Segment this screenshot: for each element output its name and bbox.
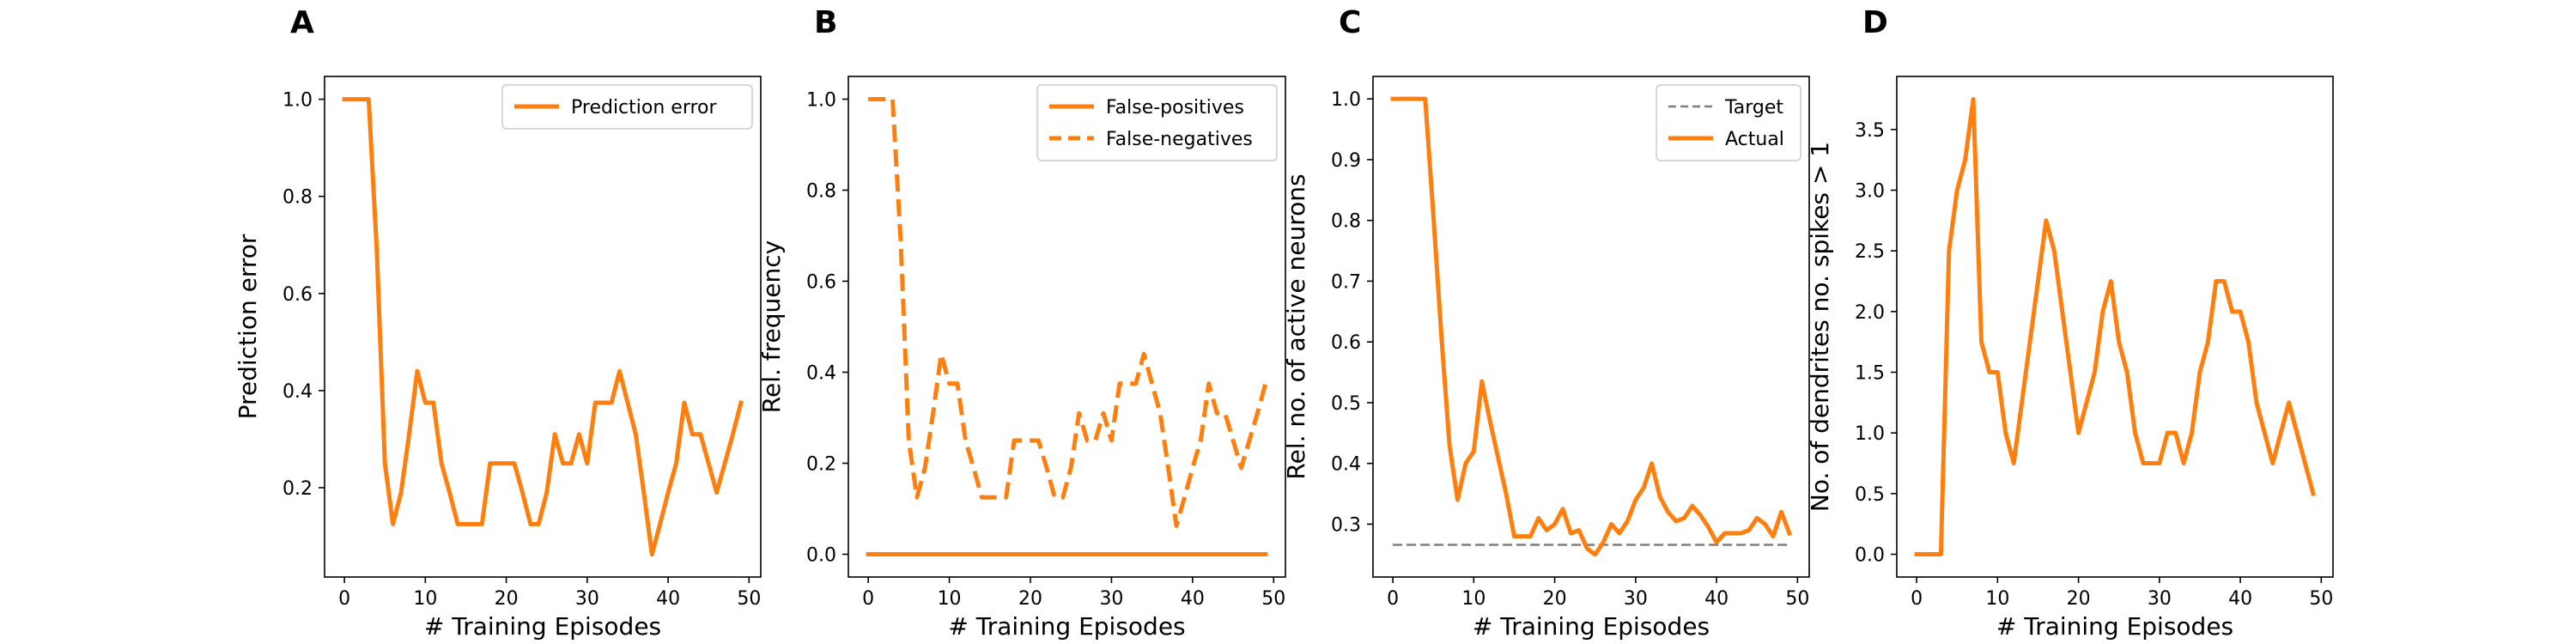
y-tick-label: 0.8: [1331, 211, 1361, 233]
x-tick-label: 40: [1704, 588, 1728, 610]
y-tick-label: 1.5: [1855, 363, 1885, 385]
y-tick-label: 0.6: [806, 272, 836, 294]
x-axis-label: # Training Episodes: [424, 612, 661, 641]
y-tick-label: 0.4: [283, 381, 313, 403]
series-line-actual: [1390, 96, 1793, 557]
x-axis-label: # Training Episodes: [1473, 612, 1710, 641]
y-tick-label: 1.0: [806, 90, 836, 112]
panel-d: D 0 10 20 30 40 50 0.0 0.5 1.0 1.5 2.0 2.5 3.0 3.5 # Tr…: [1806, 5, 2334, 641]
panel-letter: B: [814, 5, 837, 40]
x-tick-label: 50: [1785, 588, 1809, 610]
x-tick-label: 40: [656, 588, 680, 610]
legend: False-positives False-negatives: [1036, 84, 1278, 161]
y-tick-label: 0.8: [806, 181, 836, 203]
x-tick-label: 20: [495, 588, 519, 610]
panel-letter: C: [1339, 5, 1361, 40]
x-axis-label: # Training Episodes: [1996, 612, 2233, 641]
panel-letter: D: [1862, 5, 1888, 40]
legend: Prediction error: [501, 84, 753, 130]
y-tick-label: 3.5: [1855, 120, 1885, 142]
x-tick-label: 0: [862, 588, 874, 610]
y-tick-label: 1.0: [1331, 89, 1361, 111]
y-tick-label: 0.2: [283, 478, 313, 500]
y-tick-label: 0.4: [806, 363, 836, 385]
y-tick-label: 0.6: [283, 284, 313, 306]
y-tick-label: 0.2: [806, 454, 836, 476]
y-tick-label: 0.5: [1855, 484, 1885, 506]
series-line-values: [1914, 97, 2316, 556]
y-tick-label: 2.0: [1855, 302, 1885, 324]
panel-a: A 0 10 20 30 40 50 0.2 0.4 0.6 0.8 1.0 # Training Ep…: [234, 5, 762, 641]
legend: Target Actual: [1656, 84, 1801, 161]
x-tick-label: 0: [1911, 588, 1923, 610]
legend-box: [501, 84, 753, 130]
y-tick-label: 1.0: [1855, 423, 1885, 445]
legend-label: Target: [1724, 97, 1783, 118]
x-tick-label: 50: [2309, 588, 2333, 610]
panel-b: B 0 10 20 30 40 50 0.0 0.2 0.4 0.6 0.8 1.0 # Training…: [757, 5, 1286, 641]
series-line-prediction-error: [342, 97, 744, 557]
y-axis-label: Prediction error: [234, 234, 262, 419]
y-tick-label: 0.0: [1855, 545, 1885, 567]
legend-label: Prediction error: [571, 97, 717, 118]
y-tick-label: 1.0: [283, 90, 313, 112]
x-tick-label: 30: [2148, 588, 2172, 610]
x-tick-label: 10: [413, 588, 437, 610]
x-tick-label: 30: [575, 588, 599, 610]
series-line-false-negatives: [868, 97, 1268, 528]
y-tick-label: 0.7: [1331, 271, 1361, 293]
y-tick-label: 0.9: [1331, 150, 1361, 172]
x-tick-label: 20: [2067, 588, 2091, 610]
plot-frame: [848, 76, 1286, 578]
x-tick-label: 50: [1261, 588, 1285, 610]
legend-label: False-negatives: [1106, 129, 1253, 150]
panel-letter: A: [290, 5, 314, 40]
x-tick-label: 40: [1181, 588, 1205, 610]
y-tick-label: 0.5: [1331, 393, 1361, 415]
y-tick-label: 2.5: [1855, 241, 1885, 263]
x-tick-label: 50: [737, 588, 761, 610]
x-tick-label: 40: [2228, 588, 2252, 610]
x-tick-label: 10: [1985, 588, 2009, 610]
y-tick-label: 0.6: [1331, 332, 1361, 354]
x-tick-label: 10: [1461, 588, 1485, 610]
y-axis-label: Rel. frequency: [757, 240, 786, 413]
plot-frame: [1896, 76, 2334, 578]
x-tick-label: 20: [1018, 588, 1042, 610]
y-tick-label: 0.8: [283, 187, 313, 209]
y-tick-label: 0.3: [1331, 514, 1361, 536]
legend-label: Actual: [1725, 129, 1784, 150]
plot-frame: [324, 76, 762, 578]
y-axis-label: No. of dendrites no. spikes > 1: [1806, 142, 1834, 512]
y-axis-label: Rel. no. of active neurons: [1282, 173, 1310, 479]
legend-label: False-positives: [1106, 97, 1244, 118]
x-tick-label: 20: [1543, 588, 1567, 610]
legend-box: [1656, 84, 1801, 161]
legend-box: [1036, 84, 1278, 161]
x-tick-label: 30: [1099, 588, 1123, 610]
panel-c: C 0 10 20 30 40 50 0.3 0.4 0.5 0.6 0.7 0.8 0.9 1.0 # Tr…: [1282, 5, 1810, 641]
x-tick-label: 10: [938, 588, 962, 610]
x-tick-label: 0: [338, 588, 350, 610]
plot-frame: [1372, 76, 1810, 578]
y-tick-label: 0.4: [1331, 454, 1361, 476]
y-tick-label: 0.0: [806, 545, 836, 567]
x-axis-label: # Training Episodes: [948, 612, 1185, 641]
y-tick-label: 3.0: [1855, 181, 1885, 203]
x-tick-label: 30: [1624, 588, 1648, 610]
x-tick-label: 0: [1387, 588, 1399, 610]
